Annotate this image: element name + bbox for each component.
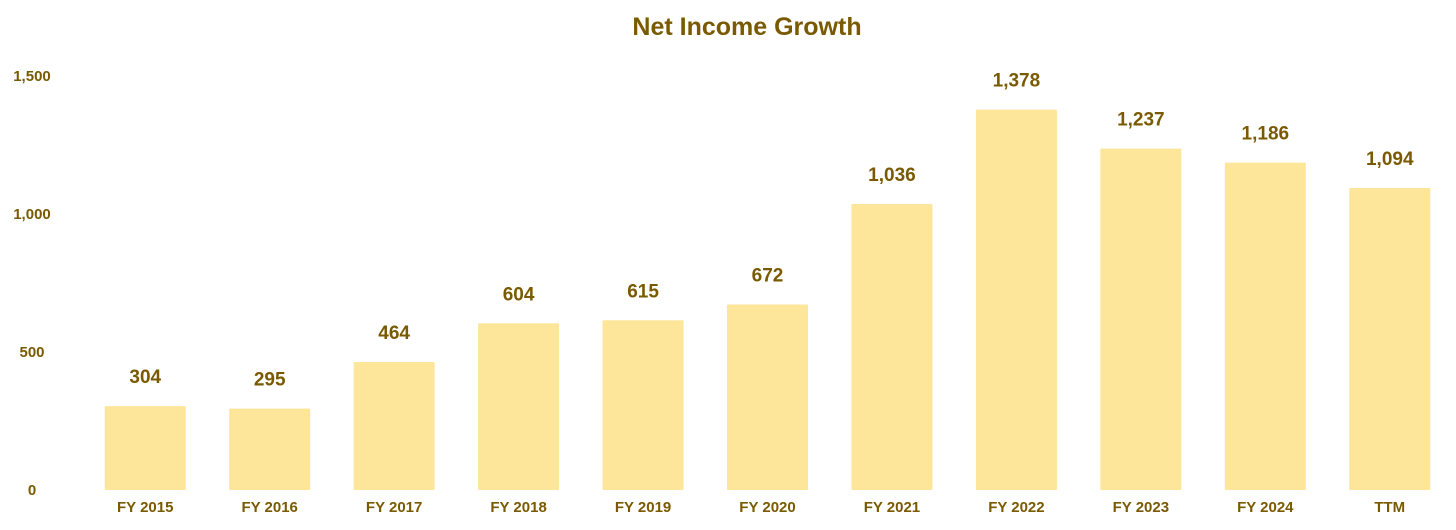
chart-title: Net Income Growth — [632, 13, 861, 41]
y-tick-label: 500 — [19, 344, 44, 361]
bar-value-label: 604 — [503, 284, 535, 305]
bar — [478, 323, 560, 490]
bar-value-label: 1,237 — [1117, 110, 1165, 131]
x-category-label: FY 2016 — [241, 499, 297, 516]
bar — [1224, 162, 1306, 490]
bar — [1349, 188, 1431, 490]
x-category-label: FY 2019 — [615, 499, 671, 516]
x-category-label: FY 2022 — [988, 499, 1044, 516]
x-category-label: FY 2024 — [1237, 499, 1294, 516]
x-category-label: FY 2018 — [490, 499, 546, 516]
x-category-label: FY 2021 — [864, 499, 920, 516]
y-axis: 0 500 1,000 1,500 — [13, 68, 51, 499]
bar-value-label: 304 — [129, 367, 161, 388]
y-tick-label: 1,500 — [13, 68, 51, 85]
x-axis: FY 2015 FY 2016 FY 2017 FY 2018 FY 2019 FY 20… — [117, 499, 1405, 516]
bar — [602, 320, 684, 490]
x-category-label: FY 2015 — [117, 499, 173, 516]
bars-group — [104, 109, 1431, 491]
bar-value-label: 464 — [378, 323, 410, 344]
bar-value-label: 615 — [627, 281, 659, 302]
bar-value-label: 1,036 — [868, 165, 916, 186]
x-category-label: TTM — [1374, 499, 1405, 516]
bar — [727, 304, 808, 490]
value-labels-group: 304 295 464 604 615 672 1,036 1,378 1,237 1,186 1,… — [129, 71, 1414, 391]
x-category-label: FY 2017 — [366, 499, 422, 516]
bar-value-label: 1,378 — [993, 71, 1041, 92]
bar — [975, 109, 1057, 491]
bar-value-label: 1,186 — [1242, 124, 1290, 145]
bar — [229, 408, 311, 490]
bar-value-label: 672 — [752, 266, 784, 287]
y-tick-label: 1,000 — [13, 206, 51, 223]
y-tick-label: 0 — [28, 482, 36, 499]
bar — [851, 204, 933, 490]
bar — [353, 361, 435, 490]
bar — [104, 406, 186, 490]
bar-value-label: 295 — [254, 370, 286, 391]
x-category-label: FY 2020 — [739, 499, 795, 516]
x-category-label: FY 2023 — [1113, 499, 1169, 516]
bar-value-label: 1,094 — [1366, 149, 1414, 170]
bar — [1100, 148, 1182, 490]
